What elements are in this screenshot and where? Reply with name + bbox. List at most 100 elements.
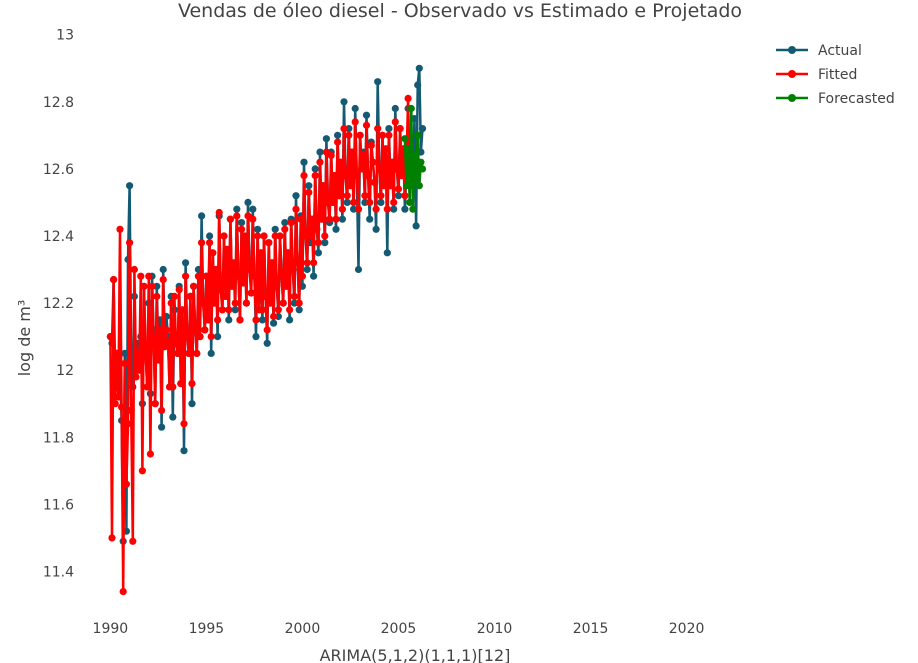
data-point-actual[interactable] <box>295 306 303 314</box>
data-point-fitted[interactable] <box>145 272 153 280</box>
data-point-actual[interactable] <box>180 447 188 455</box>
data-point-actual[interactable] <box>238 219 246 227</box>
data-point-fitted[interactable] <box>263 326 271 334</box>
data-point-fitted[interactable] <box>129 537 137 545</box>
data-point-fitted[interactable] <box>382 145 390 153</box>
data-point-fitted[interactable] <box>393 165 401 173</box>
data-point-fitted[interactable] <box>342 172 350 180</box>
data-point-fitted[interactable] <box>202 272 210 280</box>
data-point-fitted[interactable] <box>374 125 382 133</box>
data-point-fitted[interactable] <box>233 212 241 220</box>
data-point-actual[interactable] <box>158 423 166 431</box>
data-point-actual[interactable] <box>305 182 313 190</box>
data-point-fitted[interactable] <box>151 400 159 408</box>
data-point-actual[interactable] <box>233 205 241 213</box>
data-point-actual[interactable] <box>377 198 385 206</box>
data-point-actual[interactable] <box>303 265 311 274</box>
data-point-fitted[interactable] <box>265 239 273 247</box>
data-point-fitted[interactable] <box>258 306 266 314</box>
data-point-actual[interactable] <box>390 205 398 213</box>
data-point-actual[interactable] <box>292 192 300 200</box>
data-point-fitted[interactable] <box>356 131 364 139</box>
data-point-fitted[interactable] <box>220 232 228 240</box>
data-point-fitted[interactable] <box>108 534 116 542</box>
data-point-actual[interactable] <box>385 125 393 133</box>
data-point-fitted[interactable] <box>327 151 335 160</box>
data-point-fitted[interactable] <box>306 232 314 240</box>
data-point-fitted[interactable] <box>289 265 297 274</box>
data-point-fitted[interactable] <box>242 299 250 307</box>
legend-item-forecasted[interactable]: Forecasted <box>776 91 895 107</box>
data-point-forecasted[interactable] <box>417 158 425 166</box>
data-point-forecasted[interactable] <box>404 145 412 153</box>
data-point-fitted[interactable] <box>234 272 242 280</box>
data-point-fitted[interactable] <box>314 239 322 247</box>
data-point-fitted[interactable] <box>390 198 398 206</box>
data-point-fitted[interactable] <box>164 339 172 347</box>
data-point-actual[interactable] <box>338 215 346 223</box>
data-point-actual[interactable] <box>188 400 196 408</box>
data-point-fitted[interactable] <box>250 272 258 280</box>
data-point-actual[interactable] <box>314 249 322 257</box>
data-point-forecasted[interactable] <box>401 135 409 143</box>
data-point-actual[interactable] <box>374 78 382 86</box>
data-point-forecasted[interactable] <box>414 131 422 139</box>
data-point-fitted[interactable] <box>138 467 146 475</box>
data-point-fitted[interactable] <box>114 393 122 401</box>
data-point-fitted[interactable] <box>345 131 353 139</box>
data-point-fitted[interactable] <box>268 259 276 267</box>
data-point-fitted[interactable] <box>194 272 202 280</box>
data-point-fitted[interactable] <box>290 292 298 300</box>
data-point-actual[interactable] <box>263 339 271 347</box>
data-point-actual[interactable] <box>249 205 257 213</box>
data-point-actual[interactable] <box>169 413 177 421</box>
data-point-fitted[interactable] <box>313 225 321 233</box>
data-point-fitted[interactable] <box>134 349 142 357</box>
data-point-fitted[interactable] <box>330 172 338 180</box>
data-point-fitted[interactable] <box>329 198 337 206</box>
data-point-fitted[interactable] <box>361 192 369 200</box>
data-point-fitted[interactable] <box>130 265 138 274</box>
data-point-fitted[interactable] <box>225 306 233 314</box>
data-point-fitted[interactable] <box>252 316 260 324</box>
data-point-actual[interactable] <box>159 265 167 274</box>
data-point-fitted[interactable] <box>228 282 236 290</box>
data-point-fitted[interactable] <box>111 400 119 408</box>
data-point-actual[interactable] <box>258 316 266 324</box>
data-point-fitted[interactable] <box>198 239 206 247</box>
data-point-fitted[interactable] <box>279 299 287 307</box>
data-point-fitted[interactable] <box>262 292 270 300</box>
data-point-fitted[interactable] <box>404 94 412 102</box>
legend-item-actual[interactable]: Actual <box>776 43 862 59</box>
data-point-actual[interactable] <box>310 272 318 280</box>
data-point-fitted[interactable] <box>375 165 383 173</box>
data-point-fitted[interactable] <box>334 138 342 146</box>
data-point-fitted[interactable] <box>297 215 305 223</box>
data-point-fitted[interactable] <box>257 249 265 257</box>
data-point-fitted[interactable] <box>337 158 345 166</box>
data-point-fitted[interactable] <box>153 292 161 300</box>
data-point-fitted[interactable] <box>170 292 178 300</box>
data-point-fitted[interactable] <box>298 272 306 280</box>
data-point-fitted[interactable] <box>126 239 134 247</box>
data-point-fitted[interactable] <box>292 205 300 213</box>
data-point-fitted[interactable] <box>193 349 201 357</box>
data-point-fitted[interactable] <box>398 172 406 180</box>
data-point-fitted[interactable] <box>388 158 396 166</box>
data-point-fitted[interactable] <box>222 292 230 300</box>
data-point-fitted[interactable] <box>311 172 319 180</box>
data-point-fitted[interactable] <box>278 272 286 280</box>
data-point-fitted[interactable] <box>284 249 292 257</box>
data-point-fitted[interactable] <box>383 205 391 213</box>
data-point-fitted[interactable] <box>287 219 295 227</box>
data-point-fitted[interactable] <box>121 359 129 368</box>
data-point-fitted[interactable] <box>231 299 239 307</box>
data-point-fitted[interactable] <box>369 158 377 166</box>
data-point-fitted[interactable] <box>169 383 177 391</box>
data-point-fitted[interactable] <box>167 299 175 307</box>
data-point-fitted[interactable] <box>246 265 254 274</box>
data-point-fitted[interactable] <box>143 383 151 391</box>
data-point-actual[interactable] <box>418 125 427 133</box>
data-point-actual[interactable] <box>391 104 399 113</box>
data-point-fitted[interactable] <box>353 172 361 180</box>
